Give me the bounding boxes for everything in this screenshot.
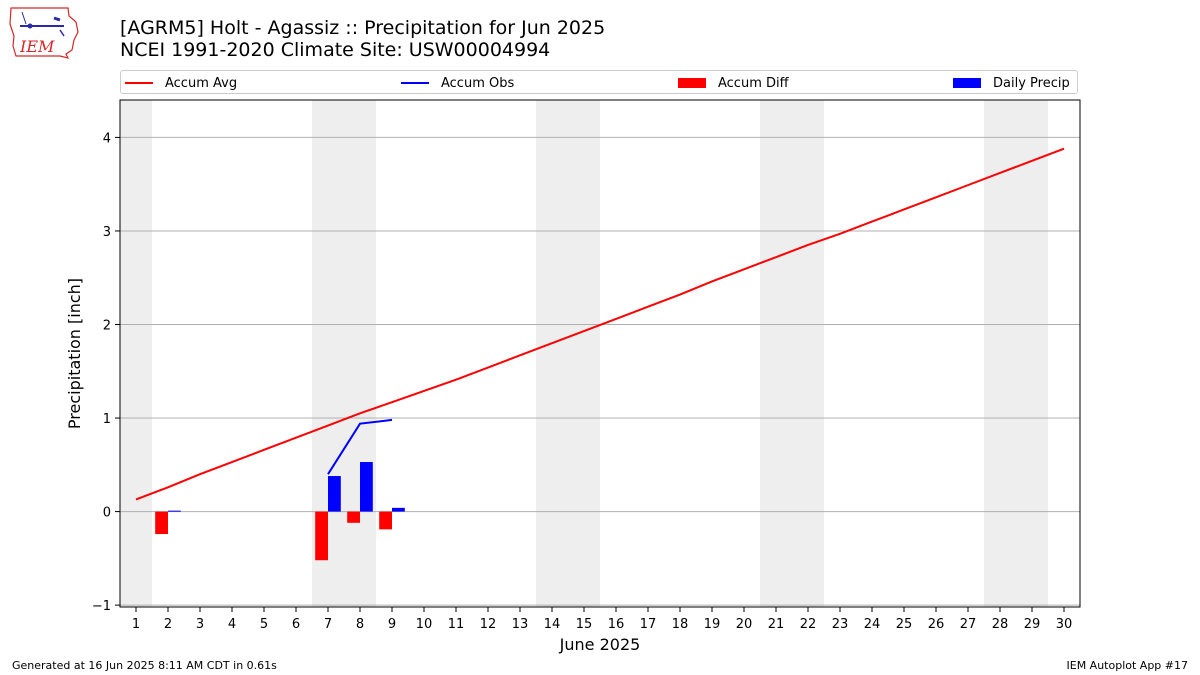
x-tick-label-16: 16 bbox=[608, 617, 625, 632]
x-tick-label-17: 17 bbox=[640, 617, 657, 632]
accum-diff-bar-8 bbox=[347, 511, 360, 523]
chart-legend: Accum Avg Accum Obs Accum Diff Daily Pre… bbox=[120, 70, 1078, 94]
x-tick-label-19: 19 bbox=[704, 617, 721, 632]
x-tick-label-8: 8 bbox=[356, 617, 364, 632]
x-tick-label-29: 29 bbox=[1024, 617, 1041, 632]
weekend-shade-2 bbox=[536, 100, 600, 607]
legend-item-accum-avg: Accum Avg bbox=[125, 74, 237, 92]
x-tick-label-2: 2 bbox=[164, 617, 172, 632]
y-axis-label: Precipitation [inch] bbox=[65, 278, 84, 429]
legend-swatch-accum-obs bbox=[401, 82, 429, 84]
legend-label-accum-obs: Accum Obs bbox=[441, 75, 515, 91]
app-credit: IEM Autoplot App #17 bbox=[1066, 659, 1189, 672]
x-tick-label-24: 24 bbox=[864, 617, 881, 632]
legend-swatch-accum-diff bbox=[678, 78, 706, 88]
legend-item-accum-diff: Accum Diff bbox=[678, 74, 789, 92]
chart-title: [AGRM5] Holt - Agassiz :: Precipitation … bbox=[120, 17, 605, 61]
x-tick-label-21: 21 bbox=[768, 617, 785, 632]
weekend-shade-3 bbox=[760, 100, 824, 607]
accum-obs-line bbox=[327, 418, 393, 475]
daily-precip-bar-9 bbox=[392, 507, 405, 512]
x-tick-label-18: 18 bbox=[672, 617, 689, 632]
x-tick-label-4: 4 bbox=[228, 617, 236, 632]
daily-precip-bar-7 bbox=[328, 476, 341, 512]
x-tick-label-9: 9 bbox=[388, 617, 396, 632]
x-tick-label-25: 25 bbox=[896, 617, 913, 632]
legend-label-accum-diff: Accum Diff bbox=[718, 75, 789, 91]
legend-item-daily-precip: Daily Precip bbox=[953, 74, 1070, 92]
x-tick-label-13: 13 bbox=[512, 617, 529, 632]
legend-item-accum-obs: Accum Obs bbox=[401, 74, 514, 92]
accum-avg-line bbox=[135, 147, 1065, 501]
x-tick-label-28: 28 bbox=[992, 617, 1009, 632]
x-tick-label-14: 14 bbox=[544, 617, 561, 632]
logo-text: IEM bbox=[19, 37, 55, 56]
accum-diff-bar-2 bbox=[155, 511, 168, 535]
x-tick-label-1: 1 bbox=[132, 617, 140, 632]
legend-swatch-accum-avg bbox=[125, 82, 153, 84]
iem-logo: IEM bbox=[9, 7, 79, 59]
x-tick-label-23: 23 bbox=[832, 617, 849, 632]
y-tick-label-4: 4 bbox=[103, 131, 111, 146]
x-tick-label-30: 30 bbox=[1056, 617, 1073, 632]
x-tick-label-7: 7 bbox=[324, 617, 332, 632]
x-tick-label-3: 3 bbox=[196, 617, 204, 632]
accum-diff-bar-7 bbox=[315, 511, 328, 561]
y-tick-label-0: 0 bbox=[103, 506, 111, 521]
y-tick-label-2: 2 bbox=[103, 319, 111, 334]
x-tick-label-12: 12 bbox=[480, 617, 497, 632]
plot-frame bbox=[119, 99, 1081, 608]
daily-precip-bar-8 bbox=[360, 462, 373, 512]
x-tick-label-10: 10 bbox=[416, 617, 433, 632]
weekend-shade-4 bbox=[984, 100, 1048, 607]
x-tick-label-15: 15 bbox=[576, 617, 593, 632]
y-tick-label--1: −1 bbox=[92, 599, 111, 614]
x-tick-label-22: 22 bbox=[800, 617, 817, 632]
legend-label-accum-avg: Accum Avg bbox=[165, 75, 238, 91]
x-axis-label: June 2025 bbox=[559, 635, 641, 654]
x-tick-label-11: 11 bbox=[448, 617, 465, 632]
x-tick-label-6: 6 bbox=[292, 617, 300, 632]
chart-title-line1: [AGRM5] Holt - Agassiz :: Precipitation … bbox=[120, 17, 606, 39]
legend-label-daily-precip: Daily Precip bbox=[993, 75, 1070, 91]
legend-swatch-daily-precip bbox=[953, 78, 981, 88]
generated-timestamp: Generated at 16 Jun 2025 8:11 AM CDT in … bbox=[12, 659, 277, 672]
daily-precip-bar-2 bbox=[168, 510, 181, 512]
y-tick-label-1: 1 bbox=[103, 412, 111, 427]
chart-title-line2: NCEI 1991-2020 Climate Site: USW00004994 bbox=[120, 39, 551, 61]
x-tick-label-20: 20 bbox=[736, 617, 753, 632]
x-tick-label-27: 27 bbox=[960, 617, 977, 632]
y-tick-label-3: 3 bbox=[103, 225, 111, 240]
x-tick-label-5: 5 bbox=[260, 617, 268, 632]
accum-diff-bar-9 bbox=[379, 511, 392, 530]
weekend-shade-0 bbox=[120, 100, 152, 607]
x-tick-label-26: 26 bbox=[928, 617, 945, 632]
